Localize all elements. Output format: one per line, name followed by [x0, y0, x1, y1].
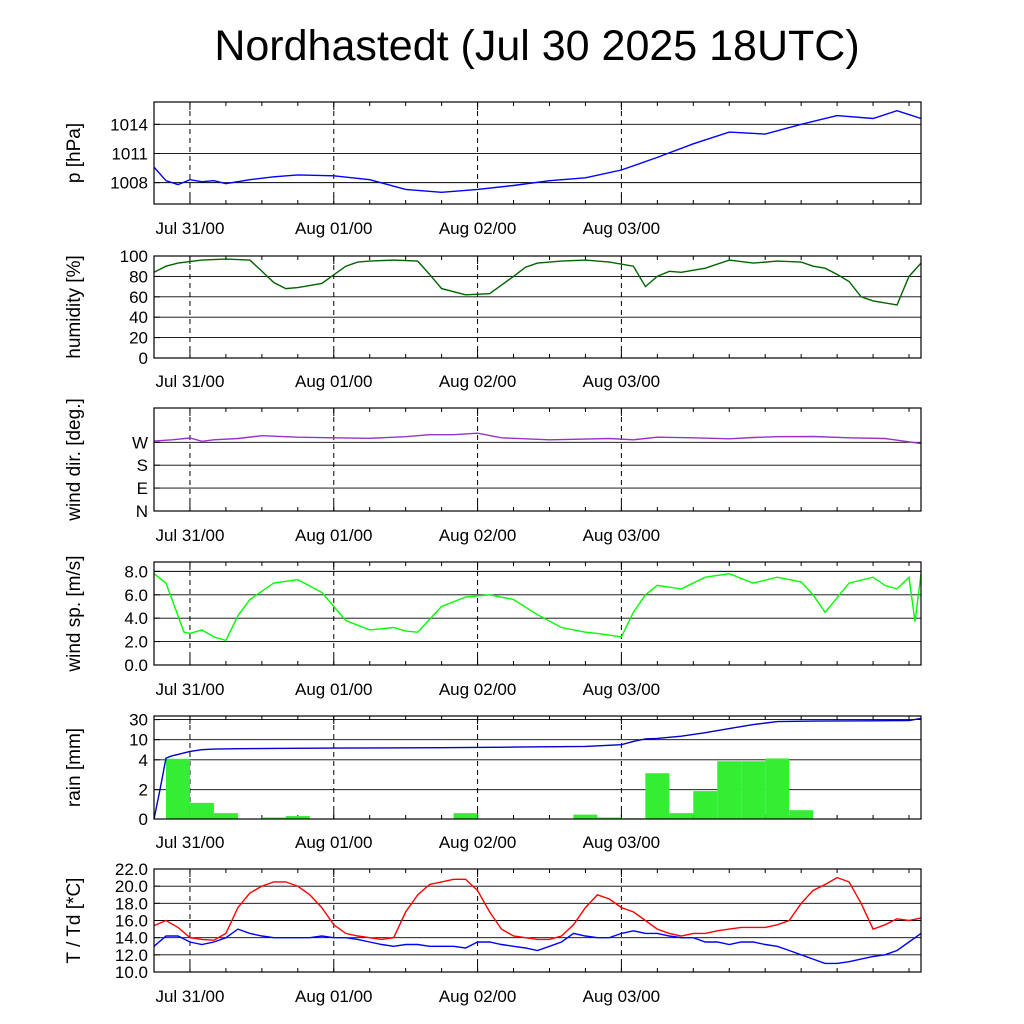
x-tick-label: Aug 03/00: [583, 372, 661, 391]
plot-frame: [153, 407, 922, 512]
x-tick-label: Aug 01/00: [295, 833, 373, 852]
x-tick-label: Aug 01/00: [295, 219, 373, 238]
x-tick-label: Aug 02/00: [439, 372, 517, 391]
y-tick-label: 40: [129, 308, 148, 327]
y-tick-label: 8.0: [124, 562, 148, 581]
y-tick-label: 1008: [110, 174, 148, 193]
x-tick-label: Jul 31/00: [155, 372, 224, 391]
y-tick-label: 80: [129, 267, 148, 286]
rain-bar: [669, 813, 694, 819]
plot-frame: [153, 255, 922, 359]
rain-bar: [717, 761, 742, 819]
x-tick-label: Jul 31/00: [155, 833, 224, 852]
x-tick-label: Aug 02/00: [439, 987, 517, 1006]
x-tick-label: Aug 02/00: [439, 219, 517, 238]
y-tick-label: W: [132, 433, 148, 452]
rain-bar: [789, 810, 814, 819]
x-tick-label: Aug 03/00: [583, 987, 661, 1006]
y-axis-label: wind dir. [deg.]: [64, 398, 85, 522]
y-axis-label: wind sp. [m/s]: [64, 555, 85, 672]
x-tick-label: Aug 01/00: [295, 372, 373, 391]
y-tick-label: 20.0: [115, 877, 148, 896]
y-tick-label: S: [137, 456, 148, 475]
rain-bar: [213, 813, 238, 819]
y-tick-label: 14.0: [115, 929, 148, 948]
x-tick-label: Jul 31/00: [155, 987, 224, 1006]
y-axis-label: T / Td [*C]: [64, 878, 85, 964]
x-tick-label: Aug 03/00: [583, 526, 661, 545]
wind-speed-panel: 0.0 2.0 4.0 6.0 8.0 Jul 31/00 Aug 01/00 Aug 02/…: [64, 555, 922, 699]
x-tick-label: Aug 02/00: [439, 526, 517, 545]
y-tick-label: 0: [139, 349, 148, 368]
y-axis-label: rain [mm]: [64, 728, 85, 807]
y-tick-label: 1011: [111, 144, 148, 163]
rain-bar: [189, 802, 214, 819]
y-tick-label: 6.0: [124, 586, 148, 605]
x-tick-label: Aug 01/00: [295, 987, 373, 1006]
y-tick-label: 18.0: [115, 894, 148, 913]
y-axis-label: humidity [%]: [64, 255, 85, 358]
rain-bar: [165, 758, 190, 819]
rain-bar: [693, 791, 718, 819]
wind-direction-line: [153, 432, 922, 445]
y-tick-label: 1014: [110, 115, 148, 134]
x-tick-label: Aug 02/00: [439, 833, 517, 852]
y-tick-label: 2.0: [124, 633, 148, 652]
y-tick-label: 4: [139, 751, 148, 770]
y-tick-label: 60: [129, 288, 148, 307]
x-tick-label: Aug 03/00: [583, 833, 661, 852]
plot-frame: [153, 868, 922, 973]
y-tick-label: N: [136, 502, 148, 521]
x-tick-label: Jul 31/00: [155, 219, 224, 238]
y-tick-label: 0: [139, 810, 148, 829]
y-tick-label: 4.0: [124, 609, 148, 628]
y-tick-label: E: [137, 479, 148, 498]
x-tick-label: Aug 01/00: [295, 680, 373, 699]
temperature-panel: 10.012.014.016.018.020.022.0 Jul 31/00 Aug…: [64, 860, 922, 1006]
cumulative-rain-line: [153, 717, 922, 820]
y-tick-label: 16.0: [115, 912, 148, 931]
y-axis-label: p [hPa]: [64, 123, 85, 183]
y-tick-label: 100: [120, 247, 148, 266]
y-tick-label: 0.0: [124, 656, 148, 675]
pressure-panel: 1008 1011 1014 Jul 31/00 Aug 01/00 Aug 02/00 A…: [64, 101, 922, 238]
x-tick-label: Aug 03/00: [583, 680, 661, 699]
y-tick-label: 10: [129, 731, 148, 750]
pressure-line: [153, 109, 922, 194]
plot-frame: [153, 561, 922, 666]
rain-bar: [597, 817, 622, 819]
wind-speed-line: [153, 572, 922, 642]
rain-bar: [453, 813, 478, 819]
x-tick-label: Aug 02/00: [439, 680, 517, 699]
temperature-line: [153, 876, 922, 941]
plot-frame: [153, 715, 922, 820]
y-tick-label: 12.0: [115, 946, 148, 965]
x-tick-label: Aug 01/00: [295, 526, 373, 545]
y-tick-label: 22.0: [115, 860, 148, 879]
y-tick-label: 2: [139, 781, 148, 800]
x-tick-label: Jul 31/00: [155, 680, 224, 699]
y-tick-label: 20: [129, 329, 148, 348]
rain-bar: [765, 758, 790, 819]
plot-frame: [153, 101, 922, 205]
y-tick-label: 30: [129, 711, 148, 730]
chart-title: Nordhastedt (Jul 30 2025 18UTC): [214, 22, 860, 70]
rain-bar: [261, 817, 286, 819]
dewpoint-line: [153, 928, 922, 965]
x-tick-label: Aug 03/00: [583, 219, 661, 238]
rain-bar: [741, 761, 766, 819]
y-tick-label: 10.0: [115, 963, 148, 982]
rain-bar: [645, 773, 670, 819]
x-tick-label: Jul 31/00: [155, 526, 224, 545]
rain-bar: [285, 816, 310, 819]
rain-bar: [573, 814, 598, 819]
humidity-line: [153, 258, 922, 306]
